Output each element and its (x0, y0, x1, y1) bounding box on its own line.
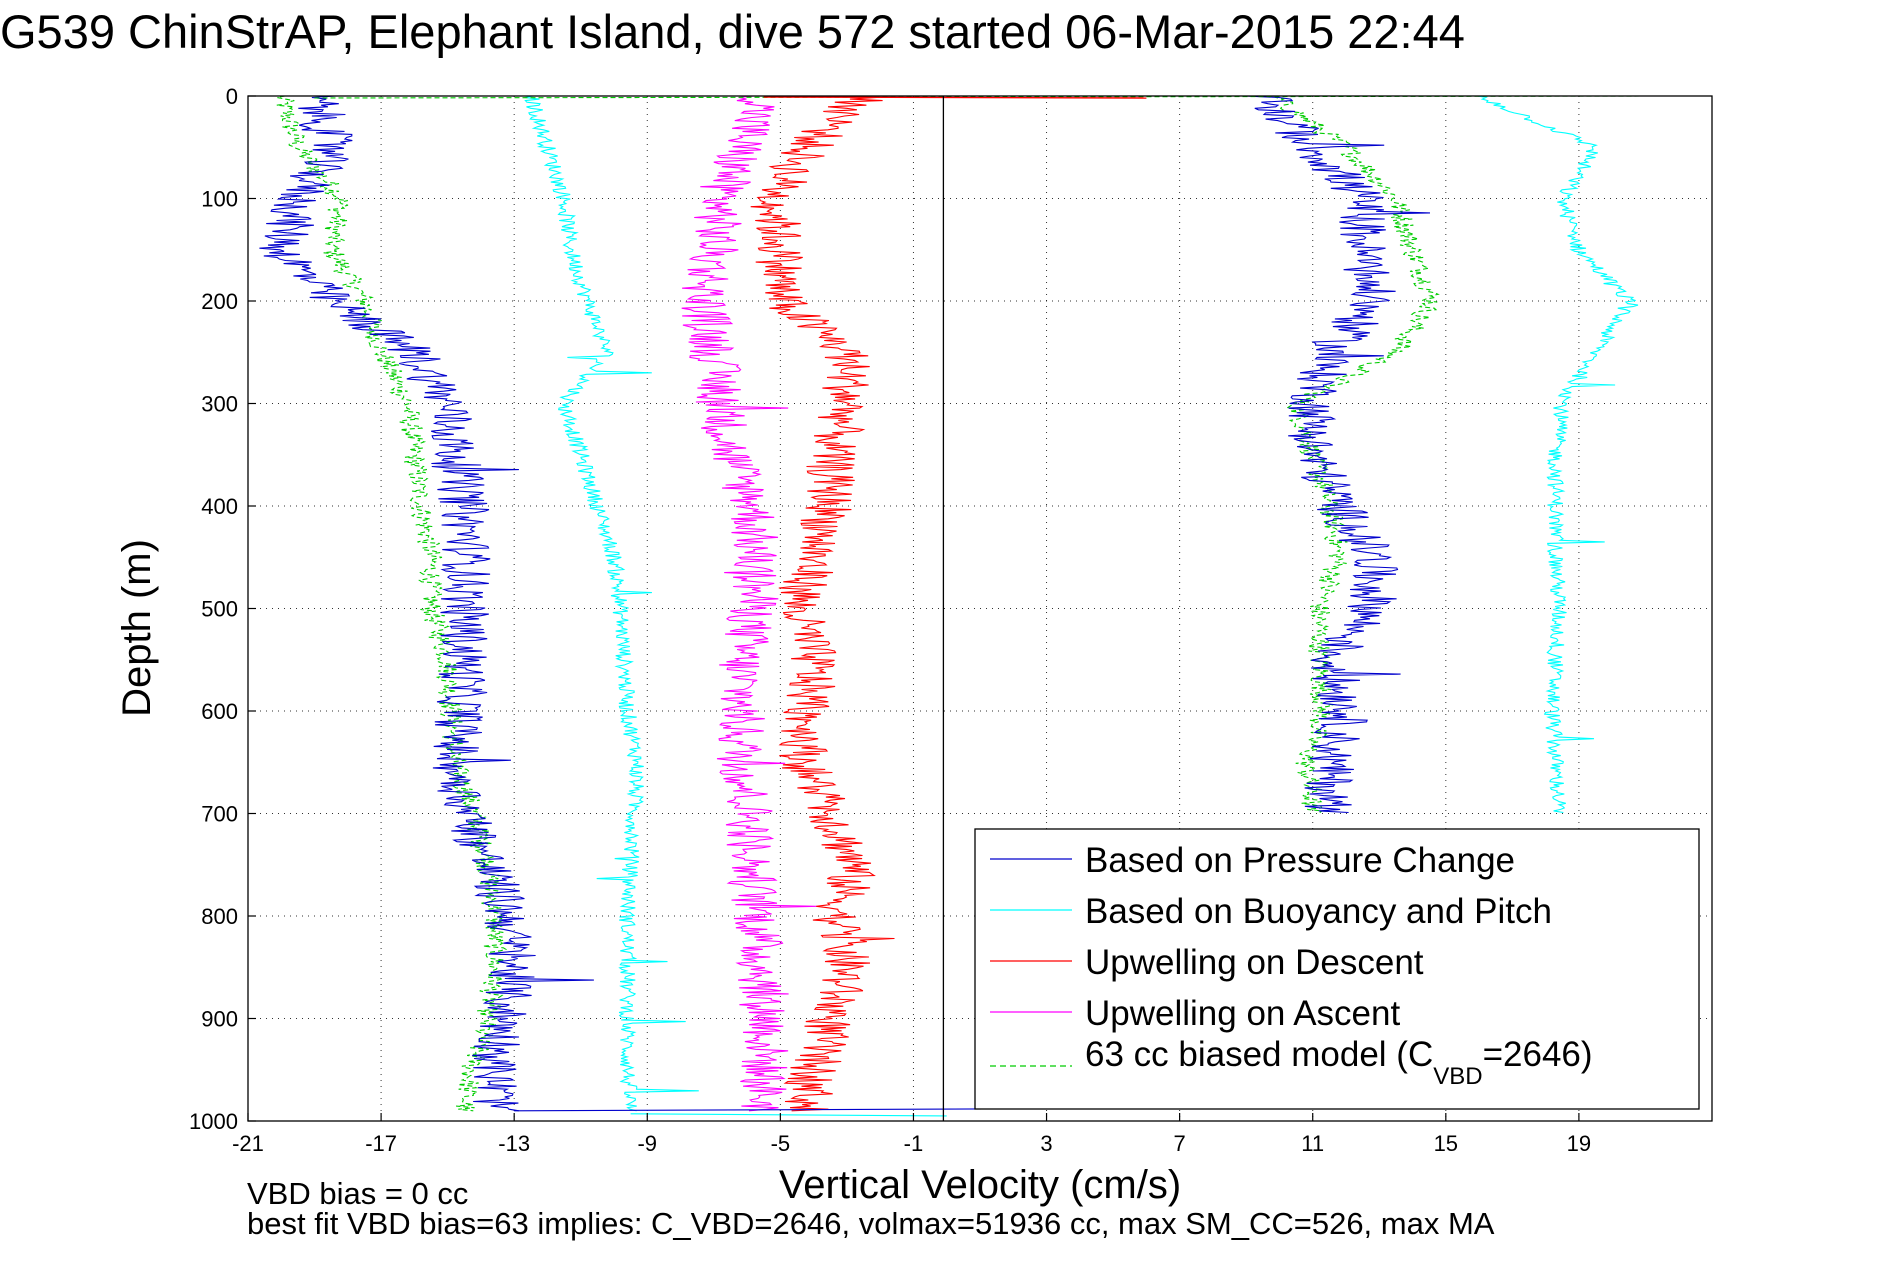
x-tick-label: -5 (771, 1131, 791, 1156)
legend-label-ascent: Upwelling on Ascent (1085, 994, 1400, 1033)
x-tick-label: -1 (904, 1131, 924, 1156)
series-buoyancy-descent (524, 95, 699, 1112)
legend-label-descent: Upwelling on Descent (1085, 943, 1424, 982)
y-tick-label: 600 (201, 699, 238, 724)
y-axis-ticks: 0 100 200 300 400 500 600 700 800 900 1000 (189, 84, 256, 1134)
y-tick-label: 0 (226, 84, 238, 109)
series-model-ascent (1274, 95, 1440, 813)
series-pressure-descent (259, 95, 594, 1112)
series-pressure-ascent (1244, 95, 1431, 814)
y-tick-label: 500 (201, 597, 238, 622)
y-tick-label: 200 (201, 289, 238, 314)
x-axis-label: Vertical Velocity (cm/s) (779, 1163, 1181, 1207)
legend-label-pressure: Based on Pressure Change (1085, 841, 1515, 880)
legend-model-subscript: VBD (1433, 1063, 1482, 1090)
series-model-descent (276, 95, 508, 1112)
legend-model-main: 63 cc biased model (C (1085, 1035, 1433, 1074)
x-tick-label: -9 (637, 1131, 657, 1156)
x-tick-label: 3 (1040, 1131, 1052, 1156)
y-tick-label: 1000 (189, 1109, 238, 1134)
y-tick-label: 800 (201, 904, 238, 929)
series-upwelling-surface-segment (763, 96, 1147, 99)
series-buoyancy-bottom-segment (630, 1113, 947, 1117)
vbd-bias-note: VBD bias = 0 cc (247, 1176, 468, 1211)
x-tick-label: 11 (1301, 1131, 1324, 1156)
x-tick-label: 15 (1434, 1131, 1458, 1156)
series-upwelling-ascent (681, 95, 817, 1112)
x-tick-label: -21 (232, 1131, 264, 1156)
y-tick-label: 100 (201, 187, 238, 212)
chart-title: G539 ChinStrAP, Elephant Island, dive 57… (0, 5, 1465, 58)
legend-label-model: 63 cc biased model (CVBD=2646) (1085, 1035, 1593, 1090)
y-tick-label: 300 (201, 392, 238, 417)
best-fit-note: best fit VBD bias=63 implies: C_VBD=2646… (247, 1206, 1495, 1241)
y-tick-label: 700 (201, 802, 238, 827)
x-tick-label: -13 (498, 1131, 530, 1156)
series-buoyancy-ascent (1477, 95, 1639, 814)
y-axis-label: Depth (m) (115, 539, 159, 717)
legend-box (974, 828, 1700, 1110)
legend: Based on Pressure Change Based on Buoyan… (974, 828, 1700, 1110)
legend-label-buoyancy: Based on Buoyancy and Pitch (1085, 892, 1552, 931)
legend-model-end: =2646) (1483, 1035, 1593, 1074)
y-tick-label: 900 (201, 1007, 238, 1032)
x-tick-label: -17 (365, 1131, 397, 1156)
y-tick-label: 400 (201, 494, 238, 519)
x-axis-ticks: -21 -17 -13 -9 -5 -1 3 7 11 15 19 (232, 1113, 1591, 1156)
x-tick-label: 19 (1567, 1131, 1591, 1156)
series-upwelling-descent (750, 95, 895, 1112)
x-tick-label: 7 (1174, 1131, 1186, 1156)
